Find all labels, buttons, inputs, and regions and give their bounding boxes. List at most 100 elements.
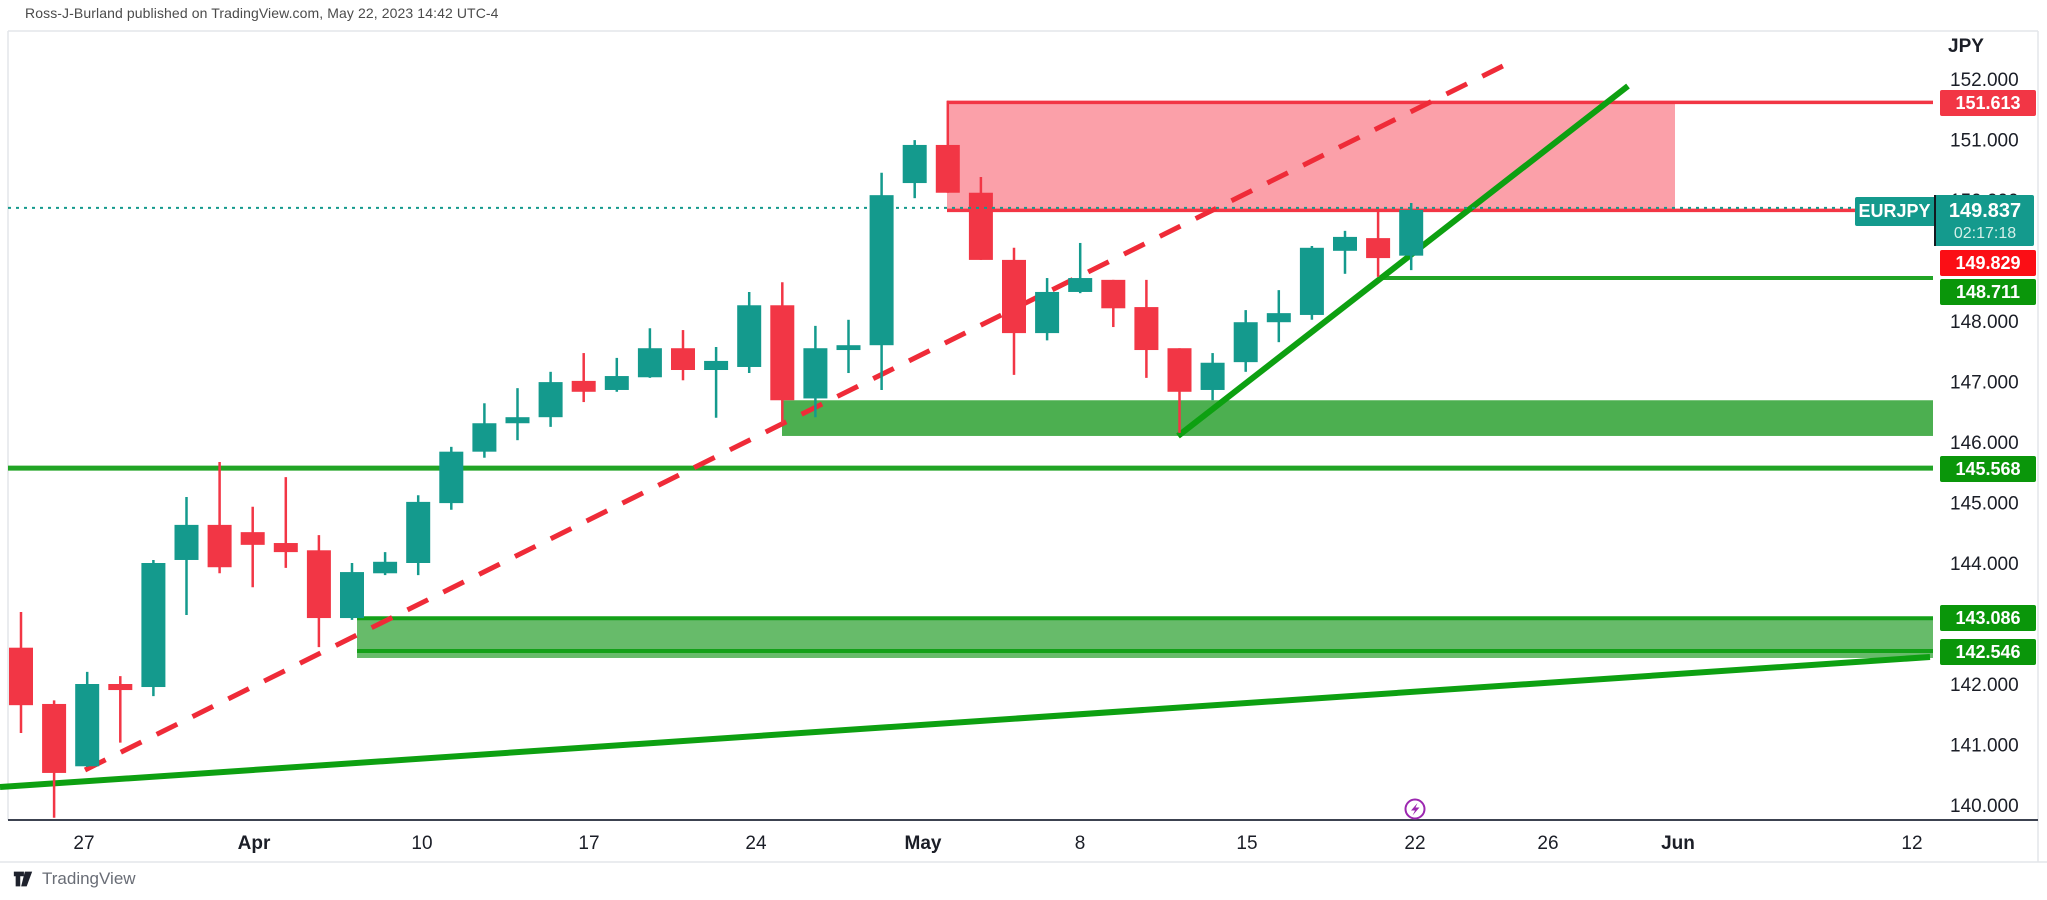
price-label-145.568: 145.568	[1940, 456, 2036, 482]
candle-apr-12	[472, 403, 497, 458]
candle-may-12	[1200, 353, 1225, 401]
candle-apr-28	[869, 172, 894, 390]
candle-body	[240, 532, 265, 545]
candle-apr-3	[240, 506, 265, 588]
candle-apr-5	[306, 535, 331, 648]
candle-apr-13	[505, 388, 530, 441]
time-axis-label-jun[interactable]: Jun	[1661, 833, 1695, 854]
lightning-bolt-icon	[1411, 803, 1420, 816]
steep-support-trendline	[1176, 83, 1630, 439]
candle-body	[1366, 238, 1391, 259]
price-label-151.613: 151.613	[1940, 90, 2036, 116]
price-tick-151.000[interactable]: 151.000	[1950, 131, 2019, 152]
candle-body	[803, 348, 828, 399]
candle-may-2	[935, 100, 960, 193]
candle-mar-30	[174, 497, 199, 616]
price-tick-144.000[interactable]: 144.000	[1950, 554, 2019, 575]
candle-body	[207, 524, 232, 568]
price-tick-141.000[interactable]: 141.000	[1950, 736, 2019, 757]
candle-body	[1299, 247, 1324, 315]
candle-apr-27	[836, 319, 861, 374]
attribution-text: Ross-J-Burland published on TradingView.…	[25, 5, 499, 21]
candle-body	[1101, 279, 1126, 309]
price-label-148.711: 148.711	[1940, 279, 2036, 305]
candle-may-3	[968, 177, 993, 260]
price-tick-142.000[interactable]: 142.000	[1950, 675, 2019, 696]
price-label-142.546: 142.546	[1940, 639, 2036, 665]
candle-body	[42, 703, 67, 773]
candle-may-11	[1167, 348, 1192, 433]
price-label-149.829: 149.829	[1940, 250, 2036, 276]
candle-apr-21	[704, 347, 729, 418]
time-axis-label-10[interactable]: 10	[411, 833, 432, 854]
candle-body	[538, 382, 563, 418]
time-axis-label-22[interactable]: 22	[1404, 833, 1425, 854]
time-axis-label-15[interactable]: 15	[1236, 833, 1257, 854]
candle-body	[571, 380, 596, 392]
price-tick-148.000[interactable]: 148.000	[1950, 312, 2019, 333]
candle-may-10	[1134, 279, 1159, 378]
candle-may-18	[1333, 230, 1357, 274]
candle-body	[340, 572, 364, 619]
price-tick-140.000[interactable]: 140.000	[1950, 796, 2019, 817]
candle-body	[1167, 348, 1192, 392]
price-tick-152.000[interactable]: 152.000	[1950, 70, 2019, 91]
candle-body	[935, 144, 960, 193]
candle-body	[1233, 322, 1258, 363]
tradingview-logo-text: TradingView	[42, 869, 136, 888]
candle-may-1	[902, 140, 927, 199]
candle-body	[737, 305, 762, 367]
candle-body	[1002, 259, 1026, 334]
candle-apr-26	[803, 325, 828, 418]
candle-apr-25	[770, 282, 795, 424]
time-axis-label-26[interactable]: 26	[1537, 833, 1558, 854]
candle-body	[770, 305, 795, 401]
tradingview-logo[interactable]: TradingView	[12, 868, 136, 890]
time-axis-label-may[interactable]: May	[905, 833, 942, 854]
candle-body	[869, 195, 894, 346]
price-tick-145.000[interactable]: 145.000	[1950, 494, 2019, 515]
candle-body	[439, 451, 464, 504]
candle-body	[505, 417, 530, 424]
symbol-tag: EURJPY	[1855, 197, 1934, 226]
price-tick-147.000[interactable]: 147.000	[1950, 373, 2019, 394]
candle-apr-24	[737, 291, 762, 374]
candle-body	[1266, 313, 1291, 323]
candle-mar-23	[9, 612, 33, 734]
candle-body	[1068, 278, 1093, 292]
candle-apr-6	[340, 563, 364, 620]
candle-body	[836, 345, 861, 351]
time-axis-label-8[interactable]: 8	[1075, 833, 1086, 854]
candle-may-16	[1266, 290, 1291, 343]
last-price-box: 149.837 02:17:18	[1936, 195, 2034, 246]
time-axis-label-24[interactable]: 24	[745, 833, 767, 854]
time-axis-label-apr[interactable]: Apr	[238, 833, 271, 854]
last-price-value: 149.837	[1948, 199, 2022, 222]
time-axis-label-27[interactable]: 27	[73, 833, 94, 854]
price-tick-146.000[interactable]: 146.000	[1950, 433, 2019, 454]
candle-apr-19	[637, 328, 662, 378]
candle-may-5	[1035, 278, 1060, 341]
current-price-label-group: EURJPY 149.837 02:17:18	[1855, 195, 2034, 246]
candle-body	[1035, 291, 1060, 334]
support-zone-mid	[782, 400, 1933, 436]
candle-body	[373, 561, 398, 574]
candle-body	[1399, 209, 1424, 256]
idea-lightning-marker[interactable]	[1404, 798, 1426, 820]
candle-body	[671, 348, 695, 371]
time-axis-label-12[interactable]: 12	[1901, 833, 1922, 854]
candle-apr-11	[439, 446, 464, 510]
candle-body	[174, 524, 199, 560]
candle-mar-28	[108, 676, 133, 743]
candle-body	[141, 563, 166, 688]
candle-apr-20	[671, 330, 695, 381]
candle-body	[406, 501, 431, 563]
candle-body	[704, 360, 729, 371]
candle-body	[637, 348, 662, 378]
candle-body	[968, 192, 993, 260]
candle-mar-29	[141, 559, 166, 697]
candle-apr-10	[406, 495, 431, 576]
time-axis-label-17[interactable]: 17	[578, 833, 599, 854]
